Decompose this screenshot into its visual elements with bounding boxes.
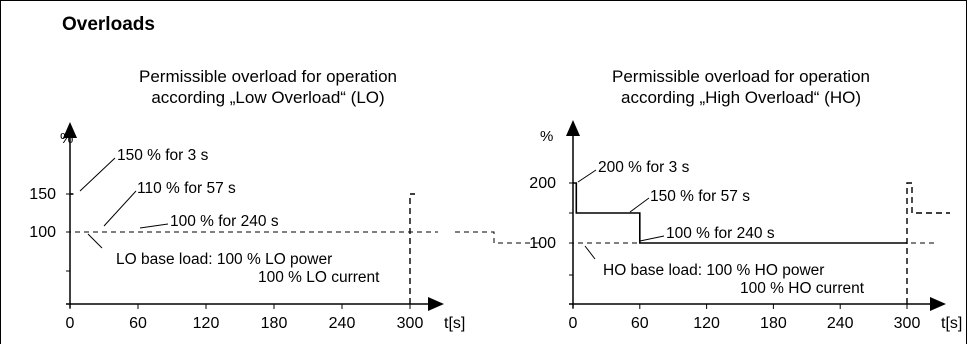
ho-y-tick-label-100: 100	[529, 235, 556, 252]
lo-annotation-0: 150 % for 3 s	[117, 147, 209, 164]
lo-annotation-2: 100 % for 240 s	[170, 213, 279, 230]
lo-annotation-leader-0	[79, 157, 116, 192]
lo-y-tick-label-150: 150	[29, 186, 56, 203]
lo-x-tick-label-0: 0	[66, 315, 75, 332]
ho-base-label-leader	[584, 245, 596, 260]
ho-annotation-0: 200 % for 3 s	[598, 159, 690, 176]
lo-chart-title: Permissible overload for operation accor…	[68, 66, 468, 108]
ho-repeat-cycle	[906, 182, 950, 304]
lo-x-tick-label-240: 240	[329, 315, 356, 332]
lo-base-label-0: LO base load: 100 % LO power	[116, 251, 332, 268]
lo-base-label-1: 100 % LO current	[258, 269, 380, 286]
ho-y-tick-label-200: 200	[529, 175, 556, 192]
lo-y-axis-label: %	[60, 130, 73, 147]
lo-y-tick-label-100: 100	[29, 224, 56, 241]
ho-x-tick-label-300: 300	[894, 315, 921, 332]
ho-annotation-1: 150 % for 57 s	[650, 188, 750, 205]
ho-x-tick-label-0: 0	[569, 315, 578, 332]
ho-x-tick-label-60: 60	[631, 315, 649, 332]
ho-x-tick-label-240: 240	[827, 315, 854, 332]
ho-chart-title-line1: Permissible overload for operation	[612, 67, 870, 86]
lo-y-axis-arrow	[63, 122, 77, 138]
ho-x-tick-label-120: 120	[693, 315, 720, 332]
lo-annotation-1: 110 % for 57 s	[137, 180, 236, 197]
lo-annotation-leader-2	[139, 223, 169, 229]
ho-chart-title-line2: according „High Overload“ (HO)	[621, 88, 861, 107]
lo-annotation-leader-1	[103, 190, 137, 227]
lo-repeat-cycle	[409, 193, 415, 304]
panel-connector-dash	[455, 231, 540, 244]
ho-x-axis-arrow	[930, 297, 946, 311]
ho-base-label-0: HO base load: 100 % HO power	[603, 262, 824, 279]
lo-x-tick-label-120: 120	[193, 315, 220, 332]
page-title: Overloads	[62, 14, 155, 35]
ho-y-axis-label: %	[540, 128, 553, 145]
ho-overload-profile	[573, 182, 907, 244]
lo-x-axis-label: t[s]	[444, 315, 465, 332]
ho-annotation-leader-2	[639, 235, 665, 242]
lo-chart-title-line2: according „Low Overload“ (LO)	[151, 88, 385, 107]
lo-chart-title-line1: Permissible overload for operation	[139, 67, 397, 86]
lo-x-axis-arrow	[428, 297, 444, 311]
ho-annotation-leader-1	[629, 197, 650, 213]
ho-annotation-2: 100 % for 240 s	[666, 225, 775, 242]
ho-annotation-leader-0	[577, 169, 597, 183]
ho-x-axis-label: t[s]	[941, 315, 962, 332]
lo-base-label-leader	[87, 233, 103, 249]
lo-x-tick-label-300: 300	[397, 315, 424, 332]
ho-base-label-1: 100 % HO current	[740, 280, 865, 297]
ho-y-axis-arrow	[566, 120, 580, 136]
ho-x-tick-label-180: 180	[760, 315, 787, 332]
lo-x-tick-label-180: 180	[261, 315, 288, 332]
ho-chart-title: Permissible overload for operation accor…	[541, 66, 941, 108]
lo-x-tick-label-60: 60	[129, 315, 147, 332]
